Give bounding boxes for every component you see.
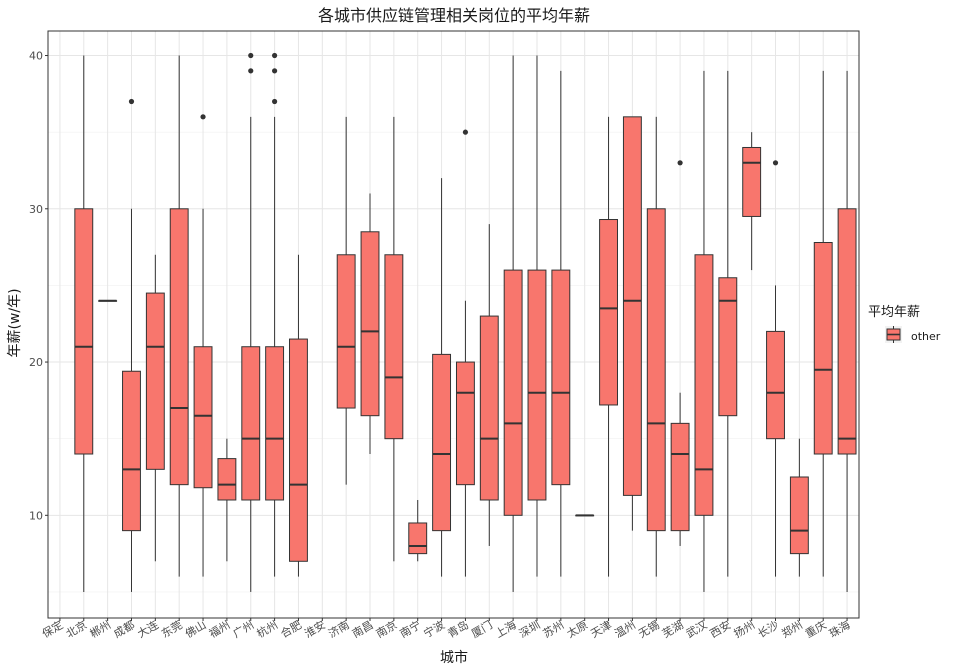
legend-key-other (885, 326, 902, 343)
box-body (384, 254, 404, 440)
box-body (742, 146, 762, 217)
box-西安 (718, 70, 738, 577)
box-body (169, 208, 189, 486)
box-南京 (384, 116, 404, 562)
box-body (503, 269, 523, 516)
box-上海 (503, 55, 523, 592)
legend-label-other: other (911, 330, 941, 343)
box-body (527, 269, 547, 501)
box-无锡 (646, 116, 666, 577)
y-axis-title: 年薪(w/年) (7, 288, 23, 357)
legend: 平均年薪 other (868, 305, 941, 343)
box-苏州 (551, 70, 571, 577)
box-body (193, 346, 213, 489)
y-axis: 10 20 30 40 (29, 50, 48, 522)
box-南宁 (408, 499, 428, 562)
boxes-layer (74, 52, 857, 592)
box-福州 (217, 438, 237, 562)
box-body (479, 315, 499, 501)
box-body (408, 522, 428, 555)
panel-border (47, 30, 860, 619)
outlier-point (772, 160, 779, 166)
box-body (837, 208, 857, 455)
box-合肥 (289, 254, 308, 577)
box-body (718, 277, 738, 417)
y-tick-label: 40 (29, 50, 43, 63)
box-郴州 (98, 299, 118, 302)
box-武汉 (694, 70, 714, 592)
box-body (694, 254, 714, 516)
box-body (599, 219, 618, 406)
box-body (145, 292, 165, 470)
outlier-point (128, 98, 135, 105)
box-宁波 (432, 178, 452, 577)
box-济南 (336, 116, 356, 485)
box-成都 (122, 98, 141, 592)
box-body (551, 269, 571, 486)
box-body (74, 208, 94, 455)
outlier-point (677, 160, 683, 166)
y-tick-label: 10 (29, 509, 43, 522)
box-body (336, 254, 356, 409)
box-大连 (145, 254, 165, 562)
box-body (646, 208, 666, 532)
box-厦门 (479, 224, 499, 546)
box-body (289, 338, 308, 562)
x-axis-title: 城市 (440, 649, 468, 666)
outlier-point (248, 68, 254, 74)
box-body (122, 370, 141, 532)
box-珠海 (837, 70, 857, 592)
outlier-point (462, 129, 469, 135)
box-body (813, 242, 833, 455)
box-东莞 (169, 55, 189, 577)
legend-title: 平均年薪 (868, 305, 920, 320)
box-扬州 (742, 132, 762, 271)
box-长沙 (766, 160, 785, 577)
box-郑州 (789, 438, 809, 577)
box-青岛 (455, 129, 475, 577)
box-佛山 (193, 114, 213, 577)
box-温州 (622, 116, 642, 531)
box-body (789, 476, 809, 555)
outlier-point (272, 52, 278, 59)
outlier-point (200, 114, 206, 120)
box-重庆 (813, 70, 833, 577)
box-南昌 (360, 193, 380, 455)
box-body (766, 330, 785, 440)
box-body (455, 361, 475, 486)
box-太原 (575, 514, 595, 517)
outlier-point (272, 98, 278, 105)
box-广州 (241, 52, 261, 592)
outlier-point (248, 52, 254, 59)
box-body (670, 422, 690, 532)
outlier-point (272, 68, 278, 74)
box-body (217, 458, 237, 501)
box-天津 (599, 116, 618, 577)
box-body (622, 116, 642, 496)
chart-title: 各城市供应链管理相关岗位的平均年薪 (318, 6, 590, 25)
y-tick-label: 20 (29, 356, 43, 369)
box-body (432, 353, 452, 532)
box-body (360, 231, 380, 417)
box-body (265, 346, 285, 501)
box-杭州 (265, 52, 285, 577)
box-body (241, 346, 261, 501)
box-芜湖 (670, 160, 690, 546)
box-深圳 (527, 55, 547, 577)
y-tick-label: 30 (29, 203, 43, 216)
box-北京 (74, 55, 94, 592)
